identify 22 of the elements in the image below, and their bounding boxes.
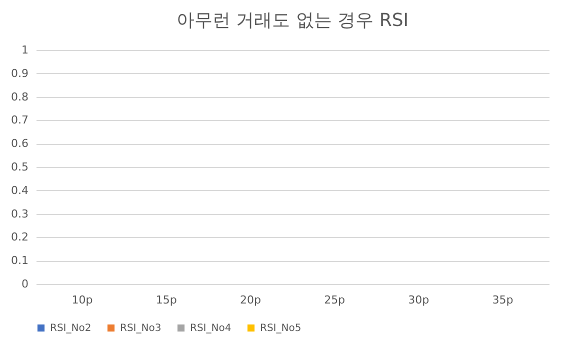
y-tick-label: 0.5 [11,160,28,174]
y-tick-label: 0.9 [11,66,28,80]
y-tick-label: 0.1 [11,254,28,268]
legend-label: RSI_No3 [120,323,162,334]
y-tick-label: 1 [22,44,28,56]
x-tick-label: 15p [156,294,177,306]
x-tick-label: 20p [240,294,261,306]
x-tick-label: 10p [72,294,93,306]
y-tick-label: 0.2 [11,230,28,244]
legend-label: RSI_No5 [260,323,302,334]
x-tick-label: 30p [408,294,430,306]
x-tick-label: 25p [324,294,346,306]
y-tick-label: 0.3 [11,207,28,220]
y-tick-label: 0.4 [11,184,28,197]
y-tick-label: 0.8 [11,90,28,104]
legend-label: RSI_No2 [50,323,92,334]
x-tick-label: 35p [492,294,514,306]
chart-title: 아무런 거래도 없는 경우 RSI [176,10,409,31]
y-tick-label: 0.6 [11,137,28,150]
y-tick-label: 0.7 [11,114,28,127]
y-tick-label: 0 [22,278,28,290]
legend-label: RSI_No4 [190,323,232,334]
